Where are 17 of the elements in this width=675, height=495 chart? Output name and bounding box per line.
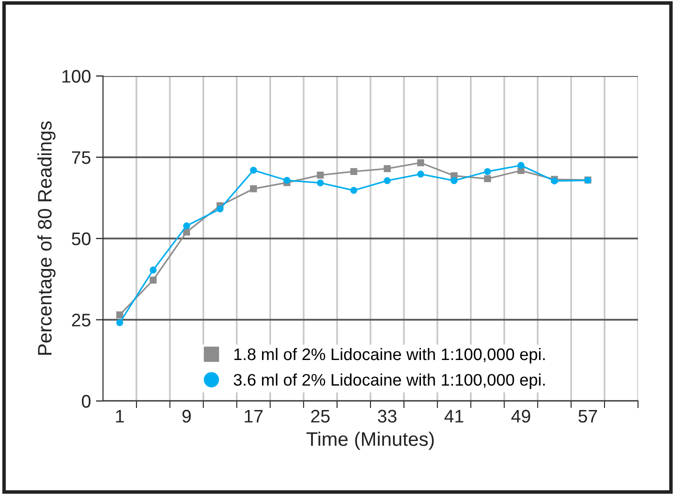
x-tick-label: 1	[116, 410, 124, 422]
x-tick-label: 33	[378, 410, 396, 423]
y-tick-label: 25	[72, 314, 90, 326]
y-tick-label: 75	[72, 151, 90, 164]
legend-label: 1.8 ml of 2% Lidocaine with 1:100,000 epi.	[234, 348, 545, 364]
x-tick-label: 49	[511, 410, 530, 423]
y-tick-label: 100	[62, 70, 90, 83]
x-axis-title: Time (Minutes)	[306, 432, 434, 450]
x-tick-label: 17	[244, 410, 263, 422]
y-tick-label: 50	[72, 232, 90, 246]
x-tick-label: 41	[444, 410, 464, 422]
x-tick-label: 9	[182, 410, 191, 423]
legend-label: 3.6 ml of 2% Lidocaine with 1:100,000 epi.	[234, 374, 545, 390]
x-tick-label: 57	[578, 410, 597, 423]
x-tick-label: 25	[311, 410, 330, 423]
y-tick-label: 0	[82, 394, 90, 408]
y-axis-title: Percentage of 80 Readings	[37, 121, 56, 355]
